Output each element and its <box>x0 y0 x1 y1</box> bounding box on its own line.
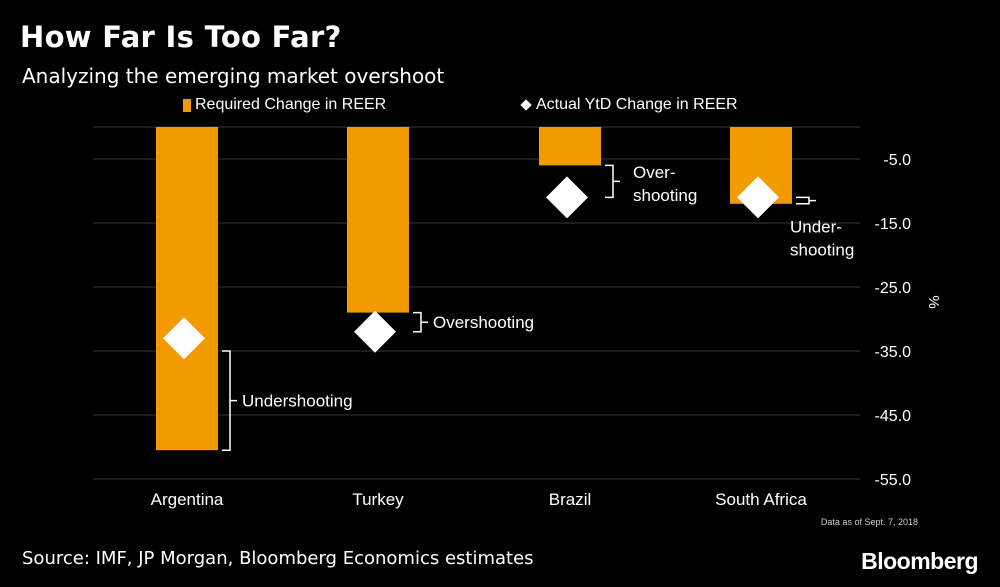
legend-bar-label: Required Change in REER <box>195 96 387 113</box>
y-tick-label: -5.0 <box>883 152 911 169</box>
bloomberg-logo: Bloomberg <box>861 548 978 574</box>
marker-diamond <box>546 176 588 219</box>
source-note: Source: IMF, JP Morgan, Bloomberg Econom… <box>22 548 534 569</box>
y-tick-label: -25.0 <box>875 280 912 297</box>
marker-diamond <box>163 317 205 360</box>
x-tick-label: Turkey <box>352 490 404 509</box>
legend-bar-swatch <box>183 98 191 112</box>
y-axis-label: % <box>925 295 942 308</box>
legend-item-markers: Actual YtD Change in REER <box>520 96 738 114</box>
y-tick-label: -15.0 <box>875 216 912 233</box>
annotation-label: shooting <box>790 241 854 260</box>
marker-diamond <box>737 176 779 219</box>
annotation-label: Undershooting <box>242 392 353 411</box>
bar-brazil <box>539 127 601 166</box>
x-tick-label: Brazil <box>549 490 592 509</box>
annotation-bracket <box>605 164 620 199</box>
annotation-label: Under- <box>790 218 842 237</box>
data-date-note: Data as of Sept. 7, 2018 <box>820 517 918 527</box>
legend-item-bars: Required Change in REER <box>183 96 386 114</box>
marker-diamond <box>354 310 396 353</box>
annotation-label: Over- <box>633 163 676 182</box>
annotation-bracket <box>222 350 237 451</box>
y-tick-label: -45.0 <box>875 408 912 425</box>
bar-argentina <box>156 127 218 451</box>
y-tick-label: -35.0 <box>875 344 912 361</box>
annotation-bracket <box>413 311 428 333</box>
chart-subtitle: Analyzing the emerging market overshoot <box>22 64 445 88</box>
annotation-bracket <box>796 196 816 205</box>
y-tick-label: -55.0 <box>875 472 912 489</box>
x-tick-label: South Africa <box>715 490 807 509</box>
legend-marker-label: Actual YtD Change in REER <box>536 96 738 113</box>
annotation-label: Overshooting <box>433 313 534 332</box>
chart-title: How Far Is Too Far? <box>20 20 342 54</box>
x-tick-label: Argentina <box>151 490 224 509</box>
bar-turkey <box>347 127 409 313</box>
annotation-label: shooting <box>633 186 697 205</box>
